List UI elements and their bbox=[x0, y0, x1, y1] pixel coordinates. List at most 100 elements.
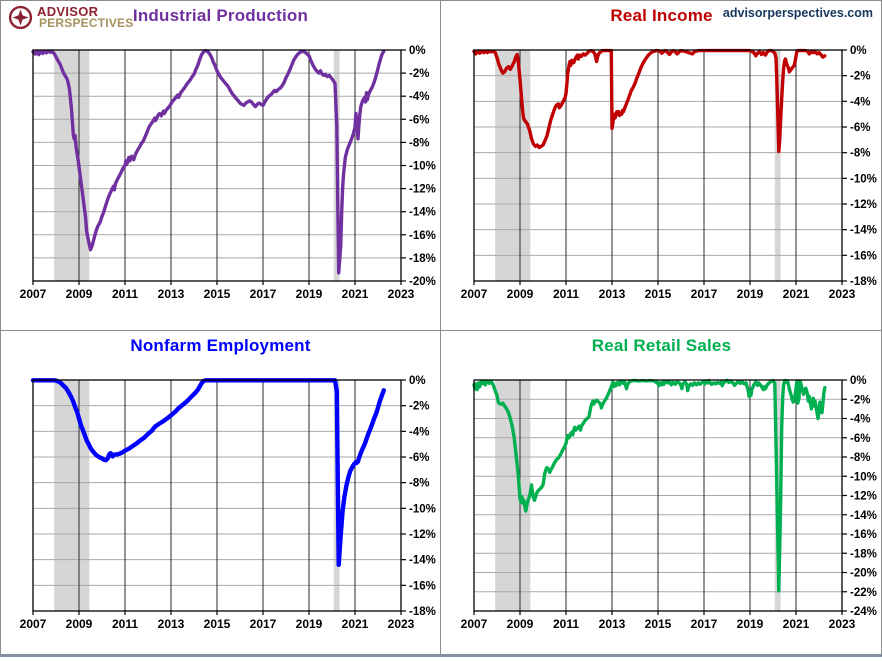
real-retail-sales-panel: Real Retail Sales 0% -2% -4% -6% -8% -10% -12%… bbox=[441, 330, 882, 660]
svg-text:-12%: -12% bbox=[850, 491, 877, 503]
svg-text:-24%: -24% bbox=[850, 606, 877, 618]
svg-text:-4%: -4% bbox=[850, 96, 870, 108]
industrial-production-panel: Industrial Production 0% -2% -4% -6% -8% -10%… bbox=[0, 0, 441, 330]
svg-text:2009: 2009 bbox=[507, 287, 534, 301]
real-retail-sales-title: Real Retail Sales bbox=[591, 336, 732, 355]
svg-text:2015: 2015 bbox=[645, 287, 672, 301]
svg-text:2013: 2013 bbox=[158, 617, 185, 631]
horizontal-divider bbox=[0, 330, 882, 331]
svg-text:-8%: -8% bbox=[850, 148, 870, 160]
svg-text:2023: 2023 bbox=[829, 287, 856, 301]
series-line bbox=[30, 378, 386, 568]
svg-text:2013: 2013 bbox=[158, 287, 185, 301]
vertical-divider bbox=[440, 0, 441, 655]
svg-text:-16%: -16% bbox=[850, 250, 877, 262]
series-line bbox=[472, 378, 827, 593]
compass-icon bbox=[8, 5, 33, 30]
svg-text:2015: 2015 bbox=[204, 617, 231, 631]
svg-text:-22%: -22% bbox=[850, 587, 877, 599]
svg-text:2011: 2011 bbox=[553, 287, 579, 301]
vertical-gridlines bbox=[519, 50, 797, 281]
svg-text:-20%: -20% bbox=[409, 276, 436, 288]
svg-text:2011: 2011 bbox=[112, 617, 138, 631]
nonfarm-employment-chart: 0% -2% -4% -6% -8% -10% -12% -14% -16% -18% 2007 20… bbox=[0, 330, 441, 660]
industrial-production-chart: 0% -2% -4% -6% -8% -10% -12% -14% -16% -18% -20% 20… bbox=[0, 0, 441, 330]
nonfarm-employment-panel: Nonfarm Employment 0% -2% -4% -6% -8% -10% -12… bbox=[0, 330, 441, 660]
svg-text:-14%: -14% bbox=[409, 555, 436, 567]
industrial-production-plot: 0%-2%-4%-6%-8%-10%-12%-14%-16%-18%-20%20… bbox=[20, 45, 436, 301]
svg-text:-2%: -2% bbox=[850, 71, 870, 83]
svg-text:2007: 2007 bbox=[20, 287, 47, 301]
x-axis: 2007 2009 2011 2013 2015 2017 2019 2021 2023 bbox=[20, 281, 415, 301]
real-income-panel: Real Income 0% -2% -4% -6% -8% -10% -12% -14% -1… bbox=[441, 0, 882, 330]
recession-bands bbox=[54, 380, 340, 611]
svg-text:2017: 2017 bbox=[691, 617, 718, 631]
svg-text:-20%: -20% bbox=[850, 568, 877, 580]
svg-text:-12%: -12% bbox=[850, 199, 877, 211]
svg-text:2019: 2019 bbox=[737, 287, 764, 301]
svg-text:-4%: -4% bbox=[850, 414, 870, 426]
svg-text:2007: 2007 bbox=[461, 617, 488, 631]
svg-text:-14%: -14% bbox=[850, 225, 877, 237]
svg-text:0%: 0% bbox=[850, 375, 867, 387]
svg-text:-14%: -14% bbox=[850, 510, 877, 522]
svg-text:2017: 2017 bbox=[691, 287, 718, 301]
svg-text:0%: 0% bbox=[850, 45, 867, 57]
svg-text:2023: 2023 bbox=[829, 617, 856, 631]
series-line bbox=[472, 48, 827, 154]
nonfarm-employment-plot: 0%-2%-4%-6%-8%-10%-12%-14%-16%-18%2007 20… bbox=[20, 375, 436, 631]
svg-text:2017: 2017 bbox=[250, 617, 277, 631]
real-income-plot: 0%-2%-4%-6%-8%-10%-12%-14%-16%-18%2007 20… bbox=[461, 45, 877, 301]
recession-bands bbox=[495, 50, 781, 281]
svg-text:2013: 2013 bbox=[599, 617, 626, 631]
svg-text:-4%: -4% bbox=[409, 426, 429, 438]
svg-text:-18%: -18% bbox=[409, 606, 436, 618]
svg-text:2017: 2017 bbox=[250, 287, 277, 301]
vertical-gridlines bbox=[78, 380, 356, 611]
svg-text:2021: 2021 bbox=[783, 617, 810, 631]
real-retail-sales-plot: 0% -2% -4% -6% -8% -10% -12% -14% -16% -18% -20% -2… bbox=[461, 375, 877, 631]
real-income-title: Real Income bbox=[610, 6, 713, 25]
logo-text: ADVISOR PERSPECTIVES bbox=[37, 5, 133, 29]
svg-text:-18%: -18% bbox=[850, 548, 877, 560]
svg-text:2015: 2015 bbox=[204, 287, 231, 301]
svg-text:-2%: -2% bbox=[409, 68, 429, 80]
real-income-chart: 0% -2% -4% -6% -8% -10% -12% -14% -16% -18% 2007 20… bbox=[441, 0, 882, 330]
vertical-gridlines bbox=[519, 380, 797, 611]
svg-text:-14%: -14% bbox=[409, 207, 436, 219]
svg-text:-8%: -8% bbox=[850, 452, 870, 464]
svg-text:-6%: -6% bbox=[850, 122, 870, 134]
svg-text:2011: 2011 bbox=[553, 617, 579, 631]
svg-text:2021: 2021 bbox=[342, 617, 369, 631]
bottom-bar bbox=[0, 654, 882, 657]
svg-text:-16%: -16% bbox=[409, 580, 436, 592]
svg-text:2007: 2007 bbox=[20, 617, 47, 631]
svg-text:-10%: -10% bbox=[409, 161, 436, 173]
svg-text:-2%: -2% bbox=[409, 401, 429, 413]
svg-text:2019: 2019 bbox=[737, 617, 764, 631]
svg-text:-10%: -10% bbox=[850, 471, 877, 483]
svg-text:2013: 2013 bbox=[599, 287, 626, 301]
nonfarm-employment-title: Nonfarm Employment bbox=[130, 336, 311, 355]
svg-text:0%: 0% bbox=[409, 375, 426, 387]
svg-text:2019: 2019 bbox=[296, 287, 323, 301]
svg-text:2009: 2009 bbox=[507, 617, 534, 631]
svg-text:2023: 2023 bbox=[388, 287, 415, 301]
real-retail-sales-chart: 0% -2% -4% -6% -8% -10% -12% -14% -16% -18% -20% -2… bbox=[441, 330, 882, 660]
svg-text:-6%: -6% bbox=[850, 433, 870, 445]
svg-text:-18%: -18% bbox=[409, 253, 436, 265]
svg-text:-12%: -12% bbox=[409, 529, 436, 541]
website-link[interactable]: advisorperspectives.com bbox=[722, 6, 873, 20]
x-axis: 2007 2009 2011 2013 2015 2017 2019 2021 2023 bbox=[461, 281, 856, 301]
svg-text:-8%: -8% bbox=[409, 478, 429, 490]
svg-text:0%: 0% bbox=[409, 45, 426, 57]
svg-text:-2%: -2% bbox=[850, 394, 870, 406]
svg-text:2019: 2019 bbox=[296, 617, 323, 631]
svg-text:-12%: -12% bbox=[409, 184, 436, 196]
svg-text:2021: 2021 bbox=[342, 287, 369, 301]
x-axis: 2007 2009 2011 2013 2015 2017 2019 2021 2023 bbox=[461, 611, 856, 631]
series-line bbox=[31, 48, 386, 275]
svg-text:2007: 2007 bbox=[461, 287, 488, 301]
svg-text:2021: 2021 bbox=[783, 287, 810, 301]
